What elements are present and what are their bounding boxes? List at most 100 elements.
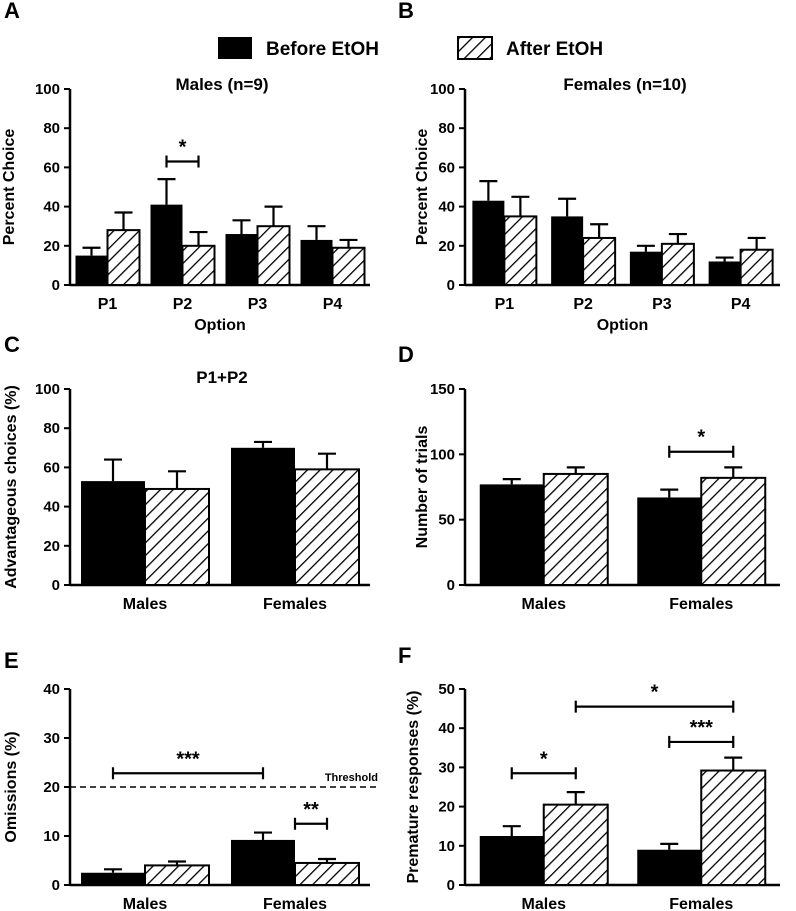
- panel-title: Females (n=10): [563, 75, 686, 94]
- y-tick-label: 0: [447, 577, 455, 594]
- y-tick-label: 0: [52, 577, 60, 594]
- y-tick-label: 10: [438, 838, 455, 855]
- bar-before-females: [637, 497, 702, 585]
- significance-marker: *: [540, 748, 548, 770]
- x-tick-label: P1: [495, 296, 515, 313]
- y-tick-label: 50: [438, 681, 455, 698]
- y-tick-label: 0: [447, 277, 455, 294]
- y-axis-label: Percent Choice: [1, 129, 18, 246]
- y-tick-label: 40: [438, 199, 455, 216]
- x-tick-label: Males: [522, 896, 567, 911]
- y-tick-label: 20: [43, 538, 60, 555]
- bar-after-p3: [256, 225, 291, 286]
- bar-before-p4: [708, 261, 741, 285]
- panel-a: A Males (n=9) 0 20 40 60 80 100 Percent Choice P1…: [1, 0, 370, 334]
- threshold-label: Threshold: [325, 772, 378, 784]
- legend: Before EtOH After EtOH: [218, 36, 603, 60]
- panel-title: Males (n=9): [175, 75, 268, 94]
- bar-before-males: [479, 836, 544, 885]
- bar-after-p1: [106, 229, 141, 286]
- bar-before-p1: [472, 200, 505, 285]
- panel-letter: C: [4, 332, 20, 357]
- bar-after-males: [542, 803, 609, 887]
- x-tick-label: P4: [731, 296, 751, 313]
- x-tick-label: Males: [123, 596, 168, 613]
- bar-after-females: [294, 861, 360, 887]
- panel-c: C P1+P2 0 20 40 60 80 100 Advantageous choices (…: [3, 332, 370, 613]
- y-tick-label: 0: [52, 877, 60, 894]
- bar-before-females: [637, 849, 702, 885]
- bar-before-p3: [225, 234, 258, 285]
- y-tick-label: 50: [438, 512, 455, 529]
- bar-before-females: [231, 447, 295, 585]
- significance-marker: *: [651, 682, 659, 704]
- bar-before-p2: [551, 216, 584, 285]
- bar-after-males: [144, 864, 210, 887]
- bar-after-p4: [739, 248, 774, 286]
- bar-before-p2: [150, 204, 183, 285]
- legend-before-label: Before EtOH: [266, 39, 379, 60]
- y-axis-label: Premature responses (%): [405, 691, 422, 884]
- significance-marker: *: [697, 427, 705, 449]
- bar-after-p2: [181, 244, 216, 287]
- x-tick-label: P3: [652, 296, 672, 313]
- y-tick-label: 100: [35, 81, 60, 98]
- significance-marker: ***: [690, 717, 714, 739]
- y-tick-label: 20: [43, 238, 60, 255]
- y-tick-label: 30: [438, 759, 455, 776]
- x-tick-label: Females: [263, 596, 327, 613]
- x-tick-label: P2: [573, 296, 593, 313]
- panel-e: E 0 10 20 30 40 Omissions (%) Threshold Males Fem…: [3, 648, 378, 911]
- y-tick-label: 20: [43, 779, 60, 796]
- x-tick-label: Females: [263, 896, 327, 911]
- y-tick-label: 20: [438, 238, 455, 255]
- bar-before-males: [81, 872, 145, 885]
- panel-letter: E: [4, 648, 19, 673]
- bar-after-p4: [331, 246, 366, 286]
- y-tick-label: 30: [43, 730, 60, 747]
- y-axis-label: Number of trials: [414, 426, 431, 549]
- x-axis-label: Option: [597, 317, 649, 334]
- y-tick-label: 0: [447, 877, 455, 894]
- y-tick-label: 40: [438, 720, 455, 737]
- y-tick-label: 40: [43, 499, 60, 516]
- significance-marker: **: [303, 799, 319, 821]
- y-tick-label: 100: [430, 81, 455, 98]
- significance-marker: *: [179, 137, 187, 159]
- y-tick-label: 80: [43, 120, 60, 137]
- x-tick-label: Males: [123, 896, 168, 911]
- x-axis-label: Option: [194, 317, 246, 334]
- y-tick-label: 80: [438, 120, 455, 137]
- panel-f: F 0 10 20 30 40 50 Premature responses (%) Males…: [398, 643, 780, 911]
- x-tick-label: Females: [669, 596, 733, 613]
- y-tick-label: 20: [438, 799, 455, 816]
- bar-before-males: [479, 484, 544, 585]
- legend-after-swatch: [457, 36, 493, 60]
- y-tick-label: 10: [43, 828, 60, 845]
- panel-letter: B: [398, 0, 414, 23]
- y-tick-label: 40: [43, 681, 60, 698]
- panel-title: P1+P2: [196, 368, 248, 387]
- bar-before-p1: [75, 255, 108, 285]
- bar-before-p4: [300, 239, 333, 285]
- bar-after-p1: [503, 215, 538, 286]
- y-tick-label: 40: [43, 199, 60, 216]
- panel-b: B Females (n=10) 0 20 40 60 80 100 Percent Choic…: [398, 0, 780, 334]
- bar-after-females: [294, 468, 360, 586]
- bar-after-females: [700, 769, 767, 887]
- x-tick-label: P4: [323, 296, 343, 313]
- panel-letter: D: [398, 342, 414, 367]
- y-axis-label: Advantageous choices (%): [3, 385, 20, 589]
- x-tick-label: Females: [669, 896, 733, 911]
- bar-after-females: [700, 476, 767, 586]
- bar-after-males: [542, 472, 609, 586]
- bar-before-males: [81, 481, 145, 585]
- y-tick-label: 100: [35, 381, 60, 398]
- panel-d: D 0 50 100 150 Number of trials Males Females *: [398, 342, 780, 613]
- y-tick-label: 60: [43, 459, 60, 476]
- legend-after-label: After EtOH: [506, 39, 603, 60]
- y-axis-label: Percent Choice: [414, 129, 431, 246]
- y-tick-label: 60: [43, 159, 60, 176]
- legend-before-swatch: [218, 37, 252, 59]
